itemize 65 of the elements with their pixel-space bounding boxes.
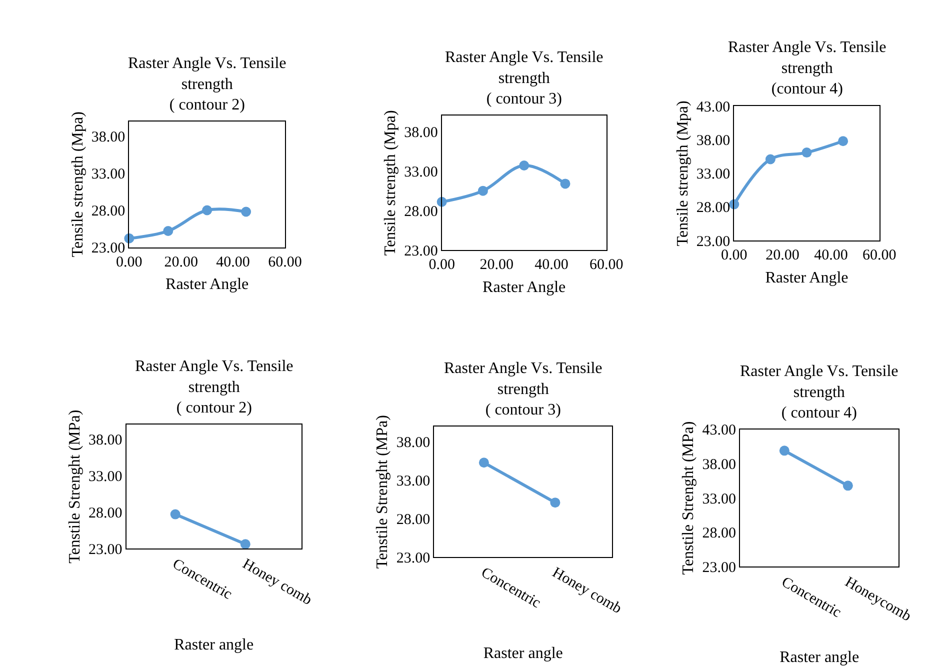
y-tick-label: 38.00 xyxy=(396,435,430,452)
y-axis-title: Tenstile Strenght (MPa) xyxy=(680,421,698,575)
y-tick-label: 23.00 xyxy=(696,234,730,250)
y-tick-label: 38.00 xyxy=(404,124,438,141)
y-tick-label: 33.00 xyxy=(91,166,126,182)
x-tick-label: 60.00 xyxy=(862,248,896,264)
y-tick-label: 43.00 xyxy=(696,99,730,116)
y-tick-label: 28.00 xyxy=(702,526,736,542)
x-tick-label: 0.00 xyxy=(116,254,142,270)
point xyxy=(478,186,488,196)
x-tick-label: 40.00 xyxy=(534,257,568,274)
y-tick-label: 28.00 xyxy=(88,505,122,522)
chart-title: Raster Angle Vs. Tensile strength ( contour 3) xyxy=(445,49,604,108)
y-tick-label: 23.00 xyxy=(702,560,736,576)
x-tick-label: 0.00 xyxy=(721,248,748,264)
x-tick-label: 60.00 xyxy=(590,257,624,274)
chart-title: Raster Angle Vs. Tensile strength ( contour 4) xyxy=(740,363,898,422)
y-tick-label: 38.00 xyxy=(696,133,730,150)
y-tick-label: 23.00 xyxy=(91,240,126,257)
x-tick-label: 60.00 xyxy=(268,254,302,270)
y-tick-label: 23.00 xyxy=(88,542,122,558)
y-axis-title: Tensile strength (Mpa) xyxy=(382,110,399,256)
y-tick-label: 28.00 xyxy=(696,200,730,216)
y-tick-label: 38.00 xyxy=(702,456,736,473)
y-tick-label: 23.00 xyxy=(396,550,430,566)
chart-title: Raster Angle Vs. Tensile strength ( contour 2) xyxy=(135,358,294,417)
y-tick-label: 33.00 xyxy=(696,166,730,183)
y-axis-title: Tenstile Strenght (MPa) xyxy=(66,410,84,564)
x-tick-label: 20.00 xyxy=(164,254,198,270)
x-axis-title: Raster angle xyxy=(780,649,860,666)
point xyxy=(519,160,530,171)
chart-title: Raster Angle Vs. Tensile strength (contour 4) xyxy=(728,39,886,98)
chart-title: Raster Angle Vs. Tensile strength ( contour 3) xyxy=(444,360,602,419)
x-axis-title: Raster Angle xyxy=(482,278,566,296)
y-tick-label: 23.00 xyxy=(404,243,438,260)
y-tick-label: 33.00 xyxy=(702,491,736,508)
y-tick-label: 28.00 xyxy=(91,204,126,220)
point xyxy=(202,205,212,216)
x-axis-title: Raster angle xyxy=(483,644,563,662)
chart-title: Raster Angle Vs. Tensile strength ( contour 2) xyxy=(128,55,286,114)
y-tick-label: 38.00 xyxy=(88,432,122,448)
y-tick-label: 28.00 xyxy=(396,512,430,528)
x-tick-label: 20.00 xyxy=(480,257,514,274)
point xyxy=(838,136,848,146)
y-tick-label: 33.00 xyxy=(404,164,438,180)
x-axis-title: Raster angle xyxy=(174,636,254,654)
point xyxy=(241,206,252,217)
x-axis-title: Raster Angle xyxy=(166,276,249,293)
y-tick-label: 38.00 xyxy=(91,129,126,146)
x-tick-label: 40.00 xyxy=(216,254,250,270)
y-tick-label: 28.00 xyxy=(404,204,438,220)
y-tick-label: 33.00 xyxy=(396,474,430,490)
y-tick-label: 33.00 xyxy=(88,468,122,485)
y-axis-title: Tensile strength (Mpa) xyxy=(69,112,86,258)
y-tick-label: 43.00 xyxy=(702,422,736,439)
point xyxy=(163,226,174,236)
point xyxy=(560,178,570,189)
x-tick-label: 0.00 xyxy=(428,257,455,274)
x-tick-label: 20.00 xyxy=(766,248,800,264)
point xyxy=(765,154,776,164)
y-axis-title: Tenstile Strenght (MPa) xyxy=(374,415,392,569)
point xyxy=(802,148,812,158)
x-axis-title: Raster Angle xyxy=(765,269,848,286)
x-tick-label: 40.00 xyxy=(814,248,848,264)
y-axis-title: Tensile strength (Mpa) xyxy=(674,100,692,246)
